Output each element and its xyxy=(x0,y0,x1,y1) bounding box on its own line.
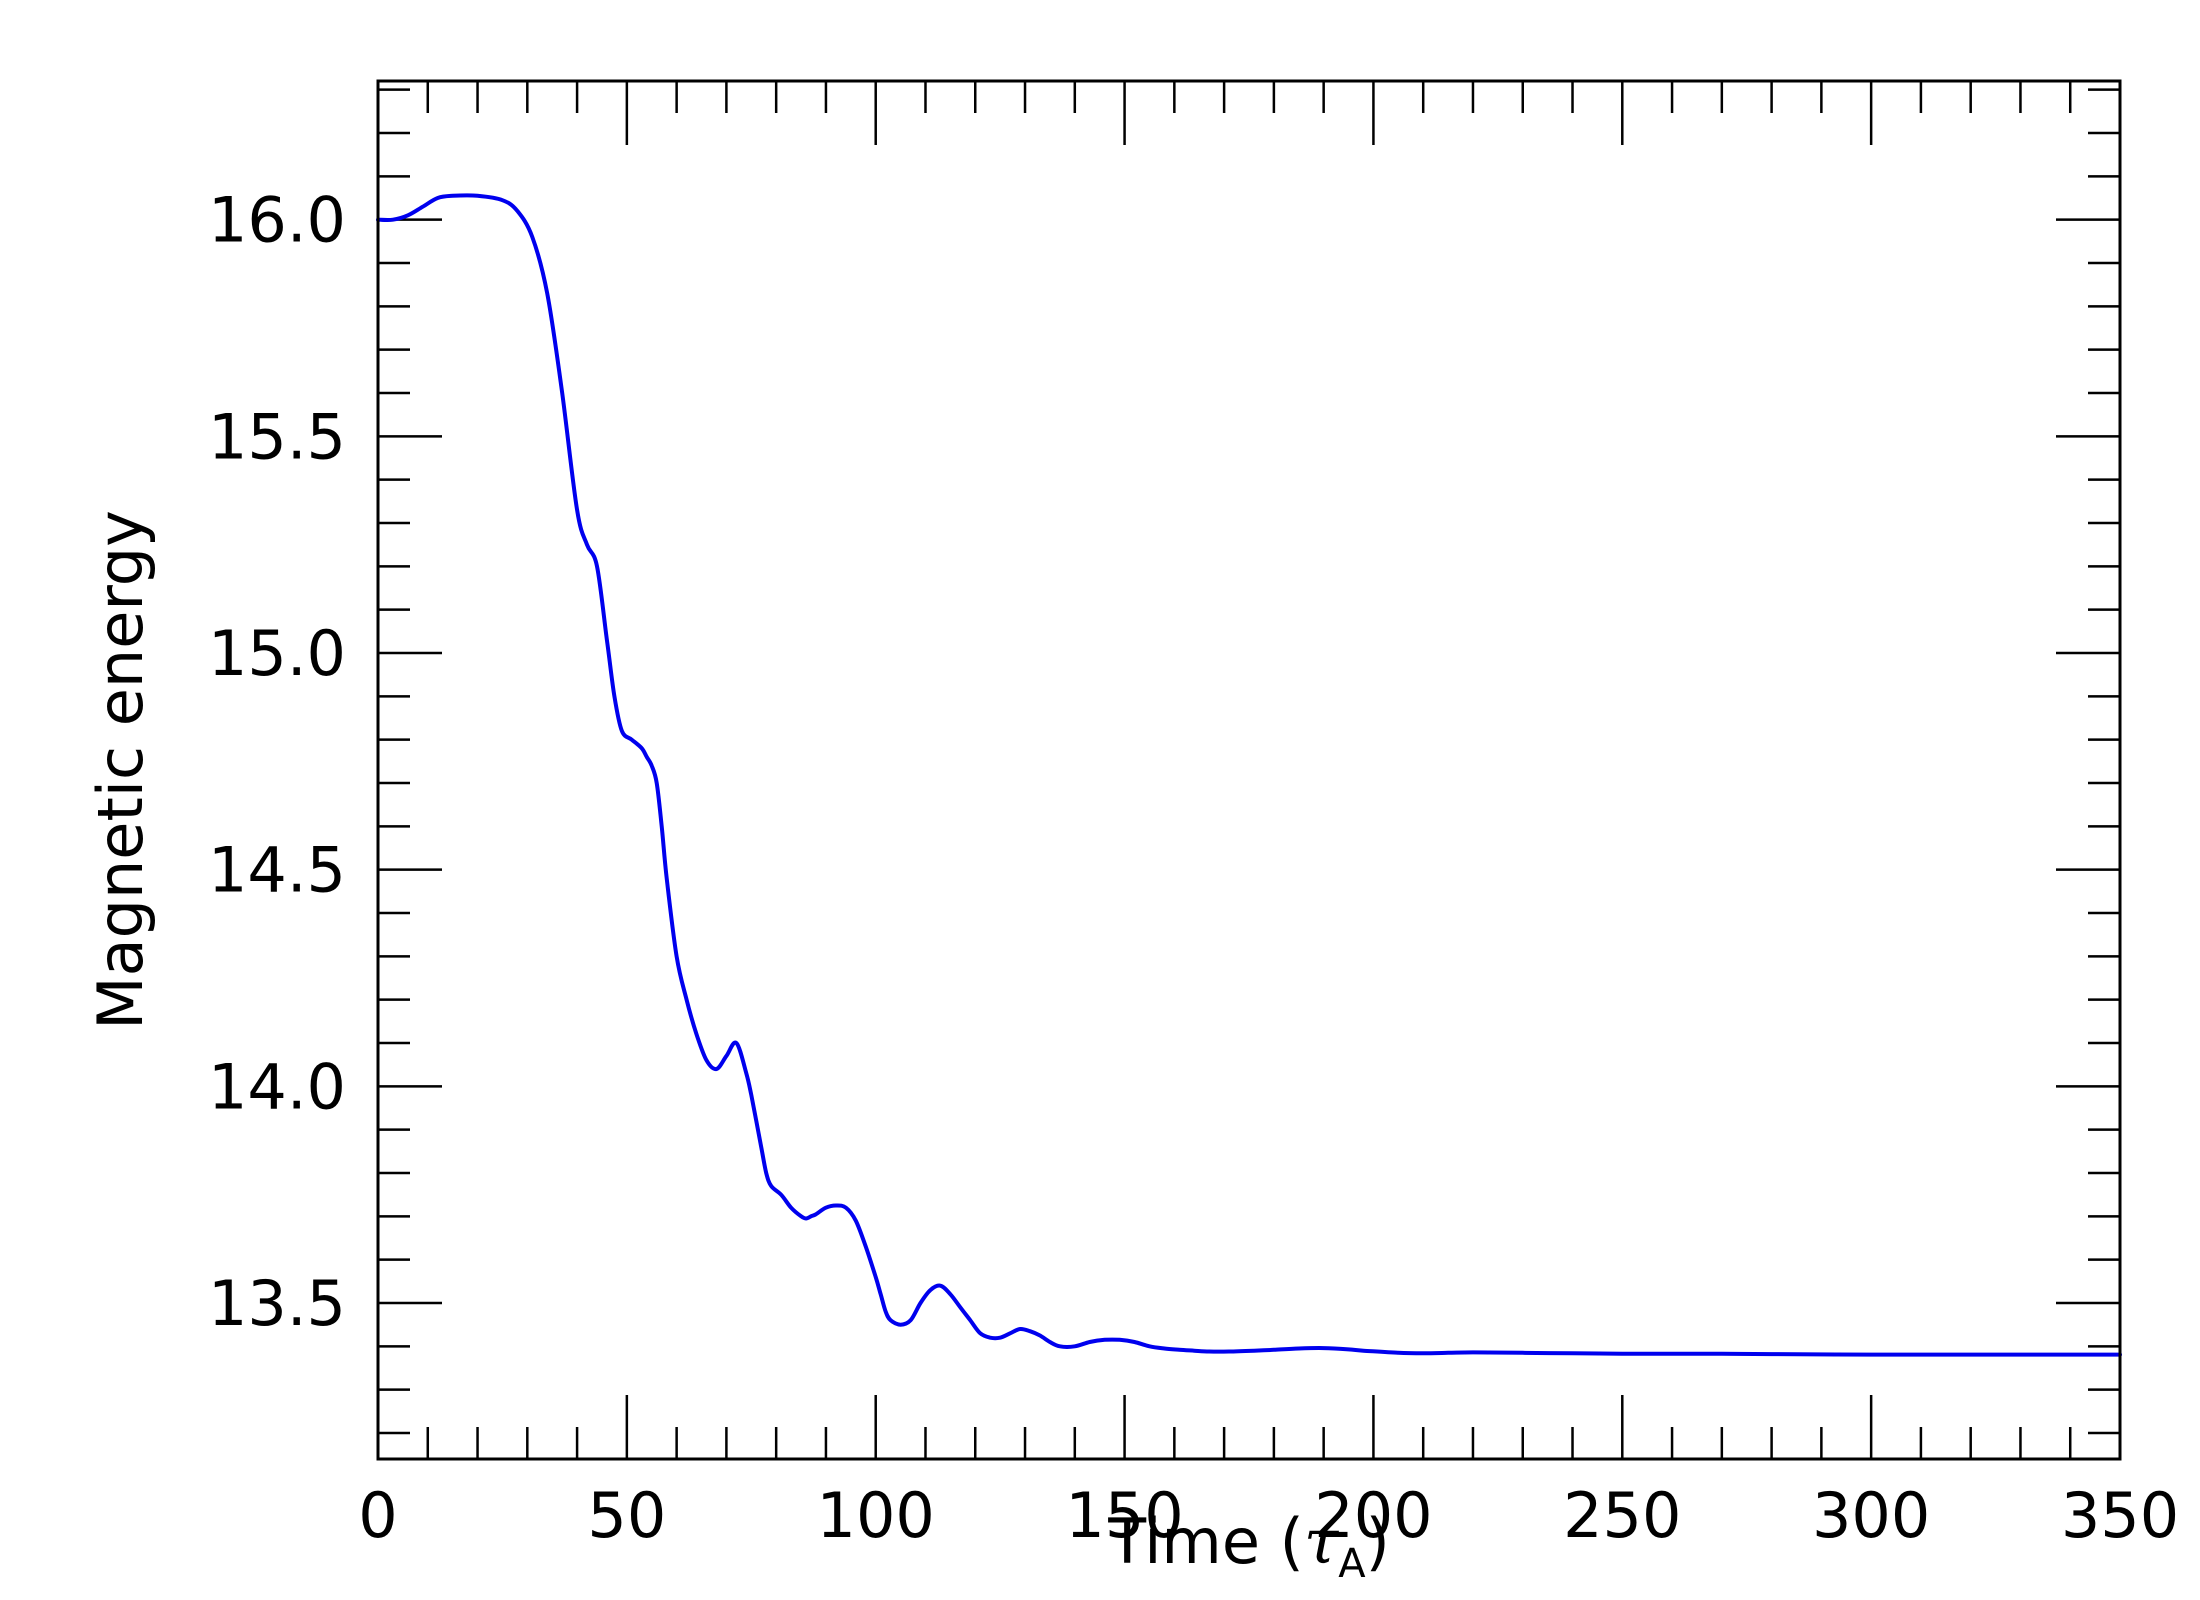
y-tick-label: 15.0 xyxy=(208,617,346,690)
x-tick-label: 250 xyxy=(1563,1479,1681,1552)
x-tick-label: 0 xyxy=(358,1479,397,1552)
y-tick-labels: 13.5 14.0 14.5 15.0 15.5 16.0 xyxy=(208,184,346,1340)
y-tick-label: 16.0 xyxy=(208,184,346,257)
x-tick-label: 200 xyxy=(1314,1479,1432,1552)
x-tick-label: 50 xyxy=(587,1479,666,1552)
x-tick-label: 100 xyxy=(817,1479,935,1552)
y-tick-label: 15.5 xyxy=(208,400,346,473)
series-line xyxy=(376,193,2122,1357)
x-axis-label-close: ) xyxy=(1366,1505,1390,1578)
plot-frame xyxy=(376,79,2122,1461)
x-tick-label: 150 xyxy=(1065,1479,1183,1552)
y-tick-label: 14.0 xyxy=(208,1050,346,1123)
y-tick-label: 13.5 xyxy=(208,1267,346,1340)
x-axis-label-symbol: τ xyxy=(1304,1505,1340,1578)
y-tick-label: 14.5 xyxy=(208,834,346,907)
minor-ticks xyxy=(378,81,2120,1459)
x-axis-label-subscript: A xyxy=(1338,1541,1366,1587)
x-tick-label: 350 xyxy=(2061,1479,2179,1552)
x-tick-label: 300 xyxy=(1812,1479,1930,1552)
x-tick-labels: 0 50 100 150 200 250 300 350 xyxy=(358,1479,2179,1552)
x-axis-label: Time (τA) xyxy=(1107,1505,1390,1587)
y-axis-label: Magnetic energy xyxy=(84,510,157,1030)
major-ticks xyxy=(376,81,2122,1459)
x-axis-label-main: Time ( xyxy=(1107,1505,1304,1578)
